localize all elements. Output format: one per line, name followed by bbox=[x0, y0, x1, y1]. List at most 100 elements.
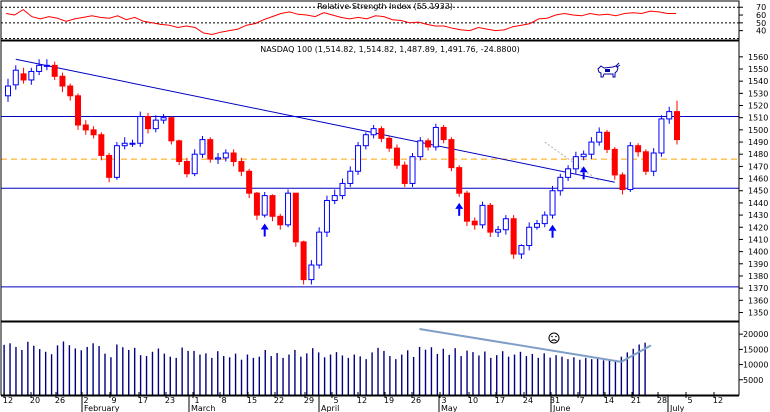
date-tick-label: 5 bbox=[333, 396, 338, 405]
candle-body bbox=[168, 117, 175, 142]
price-tick-label: 1390 bbox=[748, 260, 768, 269]
price-tick-label: 1420 bbox=[748, 223, 768, 232]
candle bbox=[526, 222, 533, 251]
date-tick-label: 14 bbox=[604, 396, 614, 405]
candle-body bbox=[557, 176, 564, 192]
candle-body bbox=[176, 140, 183, 163]
candle bbox=[409, 153, 416, 188]
volume-panel: 20000 15000 10000 5000 bbox=[3, 328, 768, 395]
volume-bar bbox=[282, 357, 284, 395]
candle bbox=[658, 115, 665, 157]
volume-bar bbox=[39, 349, 41, 395]
candle-body bbox=[36, 64, 43, 72]
month-label: June bbox=[552, 404, 571, 412]
candle-body bbox=[261, 195, 268, 216]
rsi-tick-label: 40 bbox=[756, 27, 766, 36]
arrow-shaft bbox=[458, 208, 461, 216]
candle-body bbox=[619, 174, 626, 191]
candle bbox=[463, 190, 470, 227]
candle bbox=[90, 126, 97, 139]
volume-bar bbox=[116, 344, 118, 395]
volume-bar bbox=[9, 343, 11, 395]
candle bbox=[230, 149, 237, 167]
volume-bar bbox=[228, 357, 231, 395]
price-tick-label: 1380 bbox=[748, 272, 768, 281]
price-tick-label: 1510 bbox=[748, 114, 768, 123]
candle bbox=[176, 139, 183, 166]
candle bbox=[393, 144, 400, 169]
month-label: February bbox=[84, 404, 120, 412]
candle-body bbox=[246, 170, 253, 194]
candle bbox=[479, 201, 486, 229]
arrow-head bbox=[548, 224, 557, 231]
volume-bar bbox=[33, 345, 35, 395]
candle bbox=[152, 115, 159, 133]
volume-bar bbox=[418, 346, 421, 395]
candle-body bbox=[495, 229, 502, 233]
month-label: March bbox=[191, 404, 215, 412]
candle-body bbox=[627, 145, 634, 191]
candle-body bbox=[393, 147, 400, 166]
candle-body bbox=[51, 64, 58, 77]
candle bbox=[300, 240, 307, 285]
trendline bbox=[15, 58, 615, 183]
candle bbox=[650, 148, 657, 177]
date-tick-label: 1 bbox=[194, 396, 199, 405]
volume-bar bbox=[454, 348, 456, 395]
volume-bar bbox=[169, 356, 171, 395]
candle bbox=[471, 217, 478, 230]
candle bbox=[627, 142, 634, 192]
candle-body bbox=[106, 154, 113, 178]
volume-trendline bbox=[419, 328, 622, 363]
candle bbox=[572, 151, 579, 174]
volume-bar bbox=[211, 357, 213, 395]
volume-bar bbox=[620, 356, 623, 395]
volume-bar bbox=[448, 354, 450, 395]
candle bbox=[440, 125, 447, 144]
date-tick-label: 28 bbox=[657, 396, 667, 405]
candle-body bbox=[98, 134, 105, 156]
candle-body bbox=[316, 231, 323, 266]
candle bbox=[674, 100, 680, 145]
volume-bar bbox=[430, 347, 433, 395]
candle-body bbox=[355, 145, 362, 172]
price-tick-label: 1400 bbox=[748, 248, 768, 257]
date-tick-label: 7 bbox=[579, 396, 584, 405]
candle-body bbox=[59, 75, 66, 87]
volume-bar bbox=[92, 343, 94, 395]
date-tick-label: 17 bbox=[138, 396, 148, 405]
candle-body bbox=[82, 124, 89, 131]
candle bbox=[495, 226, 502, 237]
date-tick-label: 22 bbox=[274, 396, 284, 405]
volume-bar bbox=[406, 350, 409, 395]
candle-body bbox=[658, 118, 665, 154]
candle-body bbox=[456, 167, 463, 194]
candle bbox=[603, 129, 610, 153]
volume-bar bbox=[424, 349, 427, 395]
volume-bar bbox=[264, 349, 266, 395]
volume-bar bbox=[365, 359, 367, 395]
bull-horns bbox=[615, 62, 621, 68]
volume-bar bbox=[383, 350, 385, 395]
volume-bar bbox=[412, 356, 415, 395]
date-tick-label: 21 bbox=[631, 396, 641, 405]
candle-body bbox=[463, 192, 470, 222]
volume-bar bbox=[632, 348, 634, 395]
candle-body bbox=[238, 161, 245, 172]
rsi-tick-label: 70 bbox=[756, 3, 766, 12]
candle-body bbox=[300, 241, 307, 281]
candle bbox=[261, 191, 268, 218]
volume-bar bbox=[217, 351, 219, 395]
candle bbox=[316, 227, 323, 269]
candle-body bbox=[425, 140, 432, 148]
volume-bar bbox=[317, 352, 320, 395]
volume-bar bbox=[549, 357, 551, 395]
candle-body bbox=[448, 139, 455, 169]
volume-bar bbox=[472, 352, 474, 395]
candle-body bbox=[5, 85, 11, 97]
candle bbox=[12, 65, 19, 90]
candle-body bbox=[75, 95, 82, 126]
candle-body bbox=[666, 111, 673, 120]
volume-bar bbox=[466, 350, 468, 395]
